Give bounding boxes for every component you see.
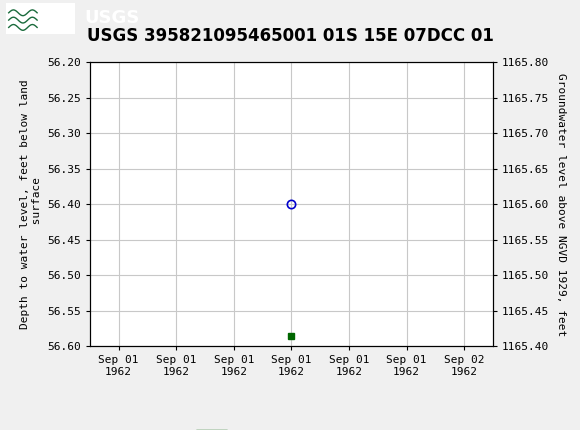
FancyBboxPatch shape bbox=[6, 3, 75, 34]
Text: USGS 395821095465001 01S 15E 07DCC 01: USGS 395821095465001 01S 15E 07DCC 01 bbox=[86, 27, 494, 45]
Text: USGS: USGS bbox=[84, 9, 139, 27]
Legend: Period of approved data: Period of approved data bbox=[190, 425, 393, 430]
Y-axis label: Groundwater level above NGVD 1929, feet: Groundwater level above NGVD 1929, feet bbox=[556, 73, 566, 336]
Y-axis label: Depth to water level, feet below land
 surface: Depth to water level, feet below land su… bbox=[20, 80, 42, 329]
